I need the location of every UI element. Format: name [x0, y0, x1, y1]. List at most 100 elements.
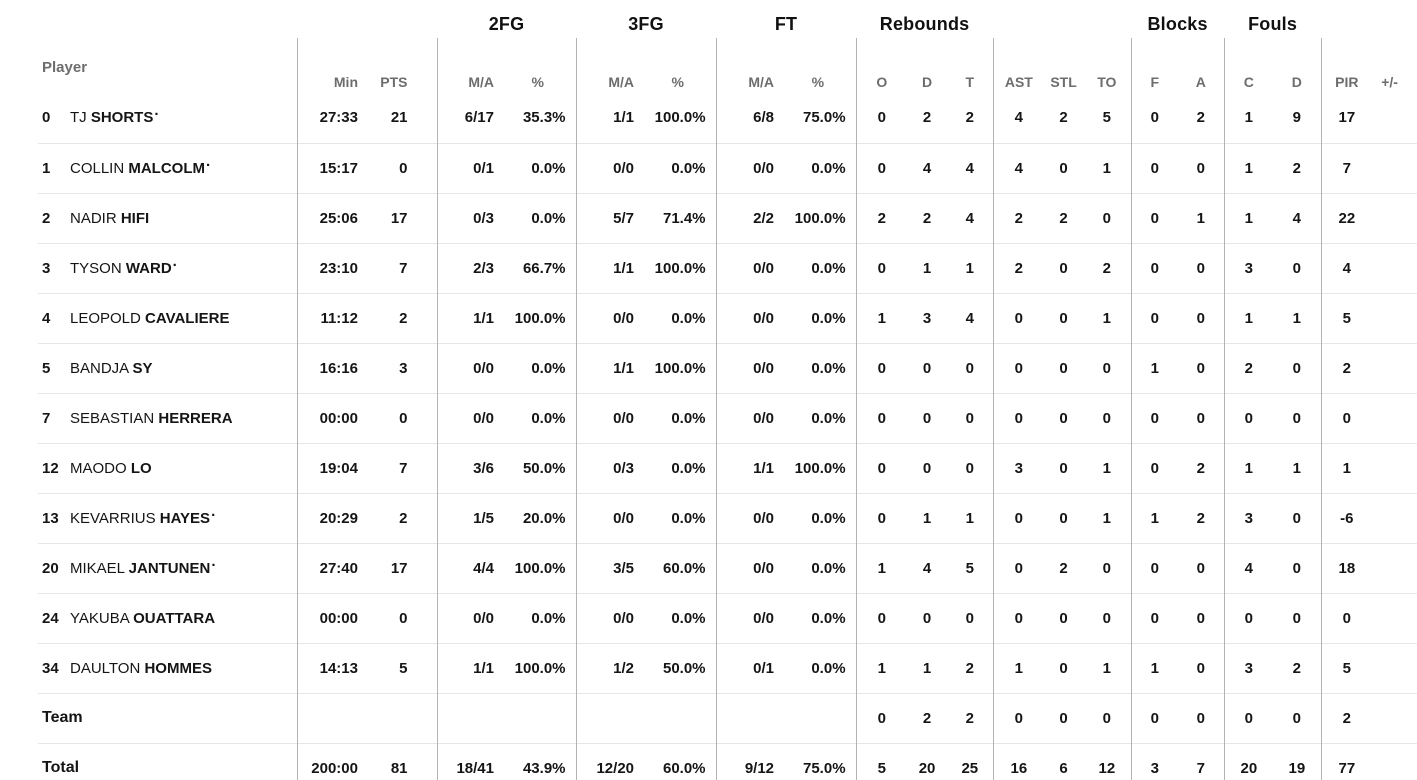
cell-foul-d: 0 — [1273, 342, 1322, 393]
jersey-number: 3 — [42, 259, 51, 277]
cell-blk-f: 1 — [1130, 492, 1179, 543]
cell-fg3-ma: 5/7 — [575, 192, 641, 243]
player-row: 3 TYSON WARD· 23:10 7 2/3 66.7% 1/1 100.0% 0/0 0.… — [0, 242, 1417, 293]
cell-reb-o: 0 — [855, 142, 908, 193]
cell-fg2-pct: 20.0% — [500, 492, 577, 543]
cell-ft-pct: 0.0% — [780, 392, 857, 443]
column-header-ast: AST — [992, 38, 1045, 93]
cell-fg3-ma: 0/3 — [575, 442, 641, 493]
player-row: 34 DAULTON HOMMES 14:13 5 1/1 100.0% 1/2 50.0% 0… — [0, 642, 1417, 693]
cell-fg3-pct: 71.4% — [640, 192, 717, 243]
cell-foul-c: 1 — [1223, 93, 1274, 143]
cell-reb-d: 1 — [907, 242, 948, 293]
cell-pir: -6 — [1320, 492, 1373, 543]
cell-ft-pct: 75.0% — [803, 109, 846, 127]
cell-fg2-pct: 35.3% — [522, 109, 566, 127]
cell-foul-c: 0 — [1223, 392, 1274, 443]
cell-ft-ma: 6/8 — [715, 93, 781, 143]
column-header-pts: PTS — [380, 73, 408, 90]
cell-pts: 2 — [368, 292, 437, 343]
cell-blk-a: 1 — [1178, 192, 1225, 243]
cell-foul-c: 0 — [1223, 592, 1274, 643]
cell-foul-c: 3 — [1223, 642, 1274, 693]
cell-reb-d: 0 — [907, 342, 948, 393]
cell-fg3-ma: 1/1 — [575, 93, 641, 143]
cell-foul-d: 0 — [1273, 592, 1322, 643]
player-last-name: SY — [132, 359, 153, 377]
player-first-name: BANDJA — [70, 359, 133, 377]
cell-fg3-pct: 0.0% — [640, 392, 717, 443]
cell-min: 27:33 — [296, 93, 368, 143]
cell-to: 0 — [1083, 192, 1132, 243]
group-header-3fg: 3FG — [628, 13, 664, 34]
player-first-name: LEOPOLD — [70, 309, 146, 327]
cell-min: 20:29 — [296, 492, 368, 543]
cell-blk-f: 0 — [1130, 242, 1179, 293]
cell-pm — [1372, 93, 1417, 143]
cell-pts: 5 — [368, 642, 437, 693]
cell-ast: 16 — [992, 742, 1045, 780]
cell-reb-t: 4 — [947, 142, 994, 193]
total-row: Total 200:00 81 18/41 43.9% 12/20 60.0% 9/12 75.… — [0, 742, 1417, 780]
player-last-name: WARD — [125, 259, 172, 277]
cell-reb-d: 1 — [907, 492, 948, 543]
cell-reb-t: 1 — [947, 492, 994, 543]
cell-stl: 2 — [1059, 109, 1068, 127]
cell-reb-o: 1 — [855, 542, 908, 593]
cell-to: 0 — [1083, 342, 1132, 393]
cell-stl: 6 — [1044, 742, 1084, 780]
cell-fg2-pct: 0.0% — [500, 142, 577, 193]
cell-to: 12 — [1083, 742, 1132, 780]
cell-stl: 0 — [1044, 642, 1084, 693]
cell-min: 11:12 — [296, 292, 368, 343]
cell-ft-ma: 1/1 — [715, 442, 781, 493]
cell-to: 0 — [1083, 592, 1132, 643]
cell-fg2-pct: 0.0% — [500, 392, 577, 443]
cell-pm — [1372, 192, 1417, 243]
cell-pm — [1372, 492, 1417, 543]
cell-fg2-pct: 0.0% — [500, 592, 577, 643]
column-header-stl: STL — [1050, 73, 1077, 90]
jersey-number: 12 — [42, 459, 59, 477]
gutter — [0, 93, 38, 143]
cell-blk-a: 0 — [1178, 342, 1225, 393]
player-row: 2 NADIR HIFI 25:06 17 0/3 0.0% 5/7 71.4% 2/2 100.… — [0, 192, 1417, 243]
cell-ft-pct: 0.0% — [780, 342, 857, 393]
cell-reb-t: 0 — [947, 342, 994, 393]
cell-reb-t: 5 — [947, 542, 994, 593]
player-first-name: DAULTON — [70, 659, 145, 677]
cell-fg3-pct: 50.0% — [640, 642, 717, 693]
cell-pts: 0 — [368, 142, 437, 193]
gutter — [0, 143, 38, 193]
cell-fg3-ma: 3/5 — [575, 542, 641, 593]
cell-fg3-ma: 12/20 — [575, 742, 641, 780]
player-name-cell: 7 SEBASTIAN HERRERA — [38, 392, 297, 443]
player-row: 4 LEOPOLD CAVALIERE 11:12 2 1/1 100.0% 0/0 0.0%… — [0, 292, 1417, 343]
cell-min: 200:00 — [296, 742, 368, 780]
cell-reb-o: 0 — [855, 242, 908, 293]
cell-reb-o: 0 — [855, 492, 908, 543]
cell-ast: 2 — [992, 242, 1045, 293]
cell-ast: 4 — [992, 142, 1045, 193]
cell-blk-f: 0 — [1130, 392, 1179, 443]
cell-ft-pct: 0.0% — [780, 642, 857, 693]
player-last-name: SHORTS — [90, 109, 154, 127]
cell-to: 1 — [1083, 642, 1132, 693]
gutter — [0, 443, 38, 493]
cell-pm — [1372, 692, 1417, 743]
player-last-name: CAVALIERE — [145, 309, 230, 327]
cell-ft-pct: 0.0% — [780, 492, 857, 543]
cell-fg2-pct: 50.0% — [500, 442, 577, 493]
cell-reb-d: 20 — [907, 742, 948, 780]
cell-to: 0 — [1083, 692, 1132, 743]
cell-blk-f: 0 — [1130, 692, 1179, 743]
starter-marker: · — [172, 256, 178, 274]
cell-fg2-ma: 0/0 — [436, 342, 500, 393]
column-header-plusminus: +/- — [1381, 73, 1398, 90]
cell-pts: 7 — [368, 442, 437, 493]
cell-fg3-pct: 100.0% — [640, 242, 717, 293]
cell-to: 2 — [1083, 242, 1132, 293]
cell-ast: 1 — [992, 642, 1045, 693]
